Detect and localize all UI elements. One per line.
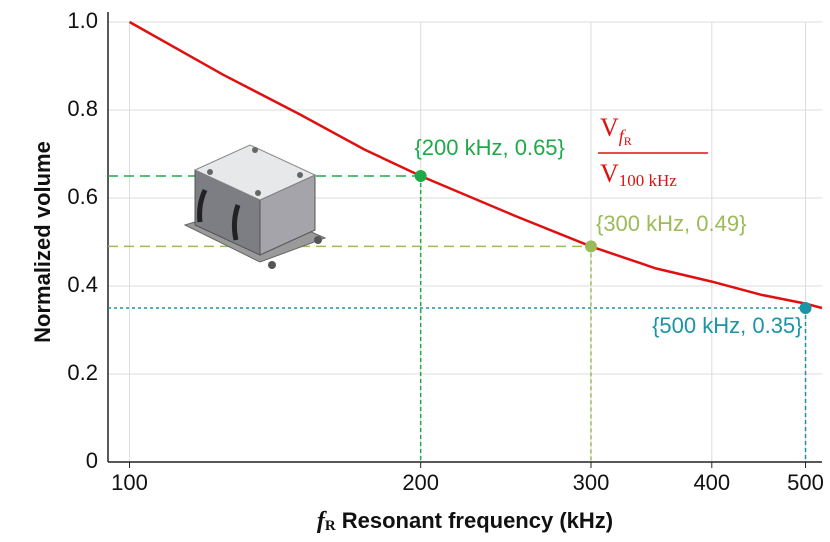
chart: 0 0.2 0.4 0.6 0.8 1.0 100 200 300 400 500 {200 kHz,… [0, 0, 830, 542]
y-tick-label: 0.6 [67, 184, 98, 209]
formula-denominator: V100 kHz [600, 159, 677, 190]
y-tick-label: 0.4 [67, 272, 98, 297]
x-tick-label: 500 [787, 470, 824, 495]
formula-den-base: V [600, 159, 619, 188]
y-tick-label: 0.8 [67, 96, 98, 121]
y-tick-label: 0.2 [67, 360, 98, 385]
point [415, 170, 427, 182]
x-tick-label: 400 [693, 470, 730, 495]
formula-numerator: VfR [600, 113, 632, 148]
x-label-text: Resonant frequency (kHz) [342, 508, 613, 533]
plot: 0 0.2 0.4 0.6 0.8 1.0 100 200 300 400 500 {200 kHz,… [67, 8, 823, 495]
y-axis-label: Normalized volume [30, 141, 55, 343]
y-tick-label: 0 [86, 448, 98, 473]
point-label: {300 kHz, 0.49} [596, 211, 746, 236]
formula-num-subsub: R [624, 134, 632, 148]
x-tick-label: 200 [402, 470, 439, 495]
point-label: {200 kHz, 0.65} [414, 135, 564, 160]
formula-num-base: V [600, 113, 619, 142]
y-tick-label: 1.0 [67, 8, 98, 33]
device-image [185, 145, 325, 269]
formula: VfR V100 kHz [598, 113, 708, 190]
point [585, 240, 597, 252]
point-label: {500 kHz, 0.35} [652, 313, 802, 338]
formula-den-sub: 100 kHz [619, 171, 678, 190]
x-tick-label: 300 [573, 470, 610, 495]
x-tick-label: 100 [111, 470, 148, 495]
x-label-subscript: R [325, 518, 336, 534]
page: {"chart_data": { "type": "line", "ylabel… [0, 0, 830, 542]
